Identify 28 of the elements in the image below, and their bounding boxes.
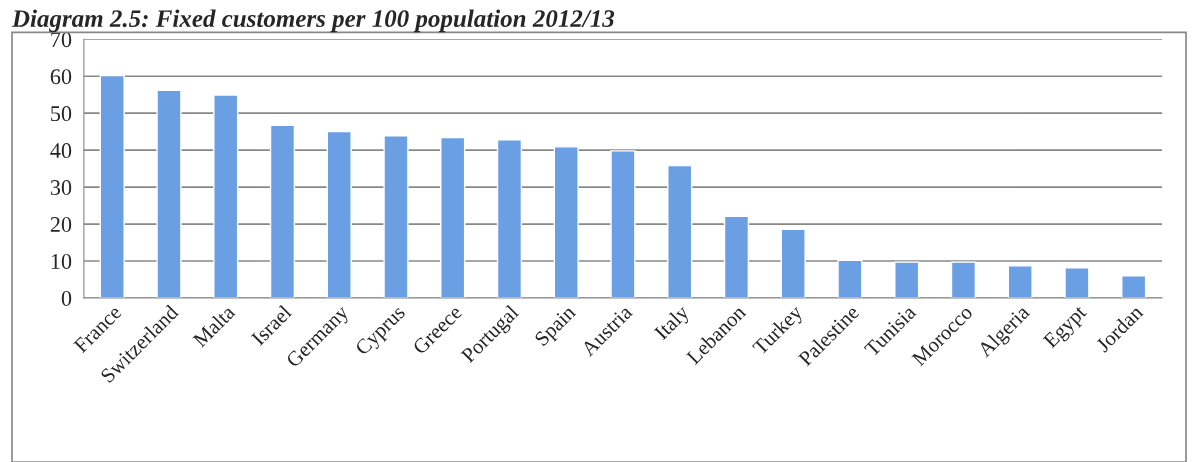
bar xyxy=(553,146,579,298)
y-tick-label: 30 xyxy=(50,180,72,196)
bar xyxy=(1064,266,1090,298)
bar xyxy=(496,139,523,298)
bar xyxy=(99,74,125,298)
y-tick-label: 40 xyxy=(50,143,72,159)
chart-title: Diagram 2.5: Fixed customers per 100 population 2012/13 xyxy=(11,9,615,33)
bar xyxy=(269,124,296,298)
bar xyxy=(723,215,750,298)
y-tick-label: 10 xyxy=(51,253,72,269)
y-tick-label: 20 xyxy=(50,217,72,232)
y-tick-label: 0 xyxy=(61,290,72,306)
bar xyxy=(894,261,920,298)
bar xyxy=(1007,265,1033,298)
bar xyxy=(950,261,977,298)
bar xyxy=(837,259,863,298)
bar xyxy=(780,228,806,298)
bar xyxy=(156,89,182,298)
bar xyxy=(383,135,409,298)
bar xyxy=(667,164,693,298)
y-tick-label: 50 xyxy=(51,106,72,122)
y-tick-label: 60 xyxy=(50,69,72,85)
bar xyxy=(440,136,466,298)
bar xyxy=(326,130,352,298)
bar xyxy=(610,150,636,298)
x-tick-label: Italy xyxy=(653,303,694,344)
bar xyxy=(213,94,239,298)
bar xyxy=(1121,275,1147,298)
